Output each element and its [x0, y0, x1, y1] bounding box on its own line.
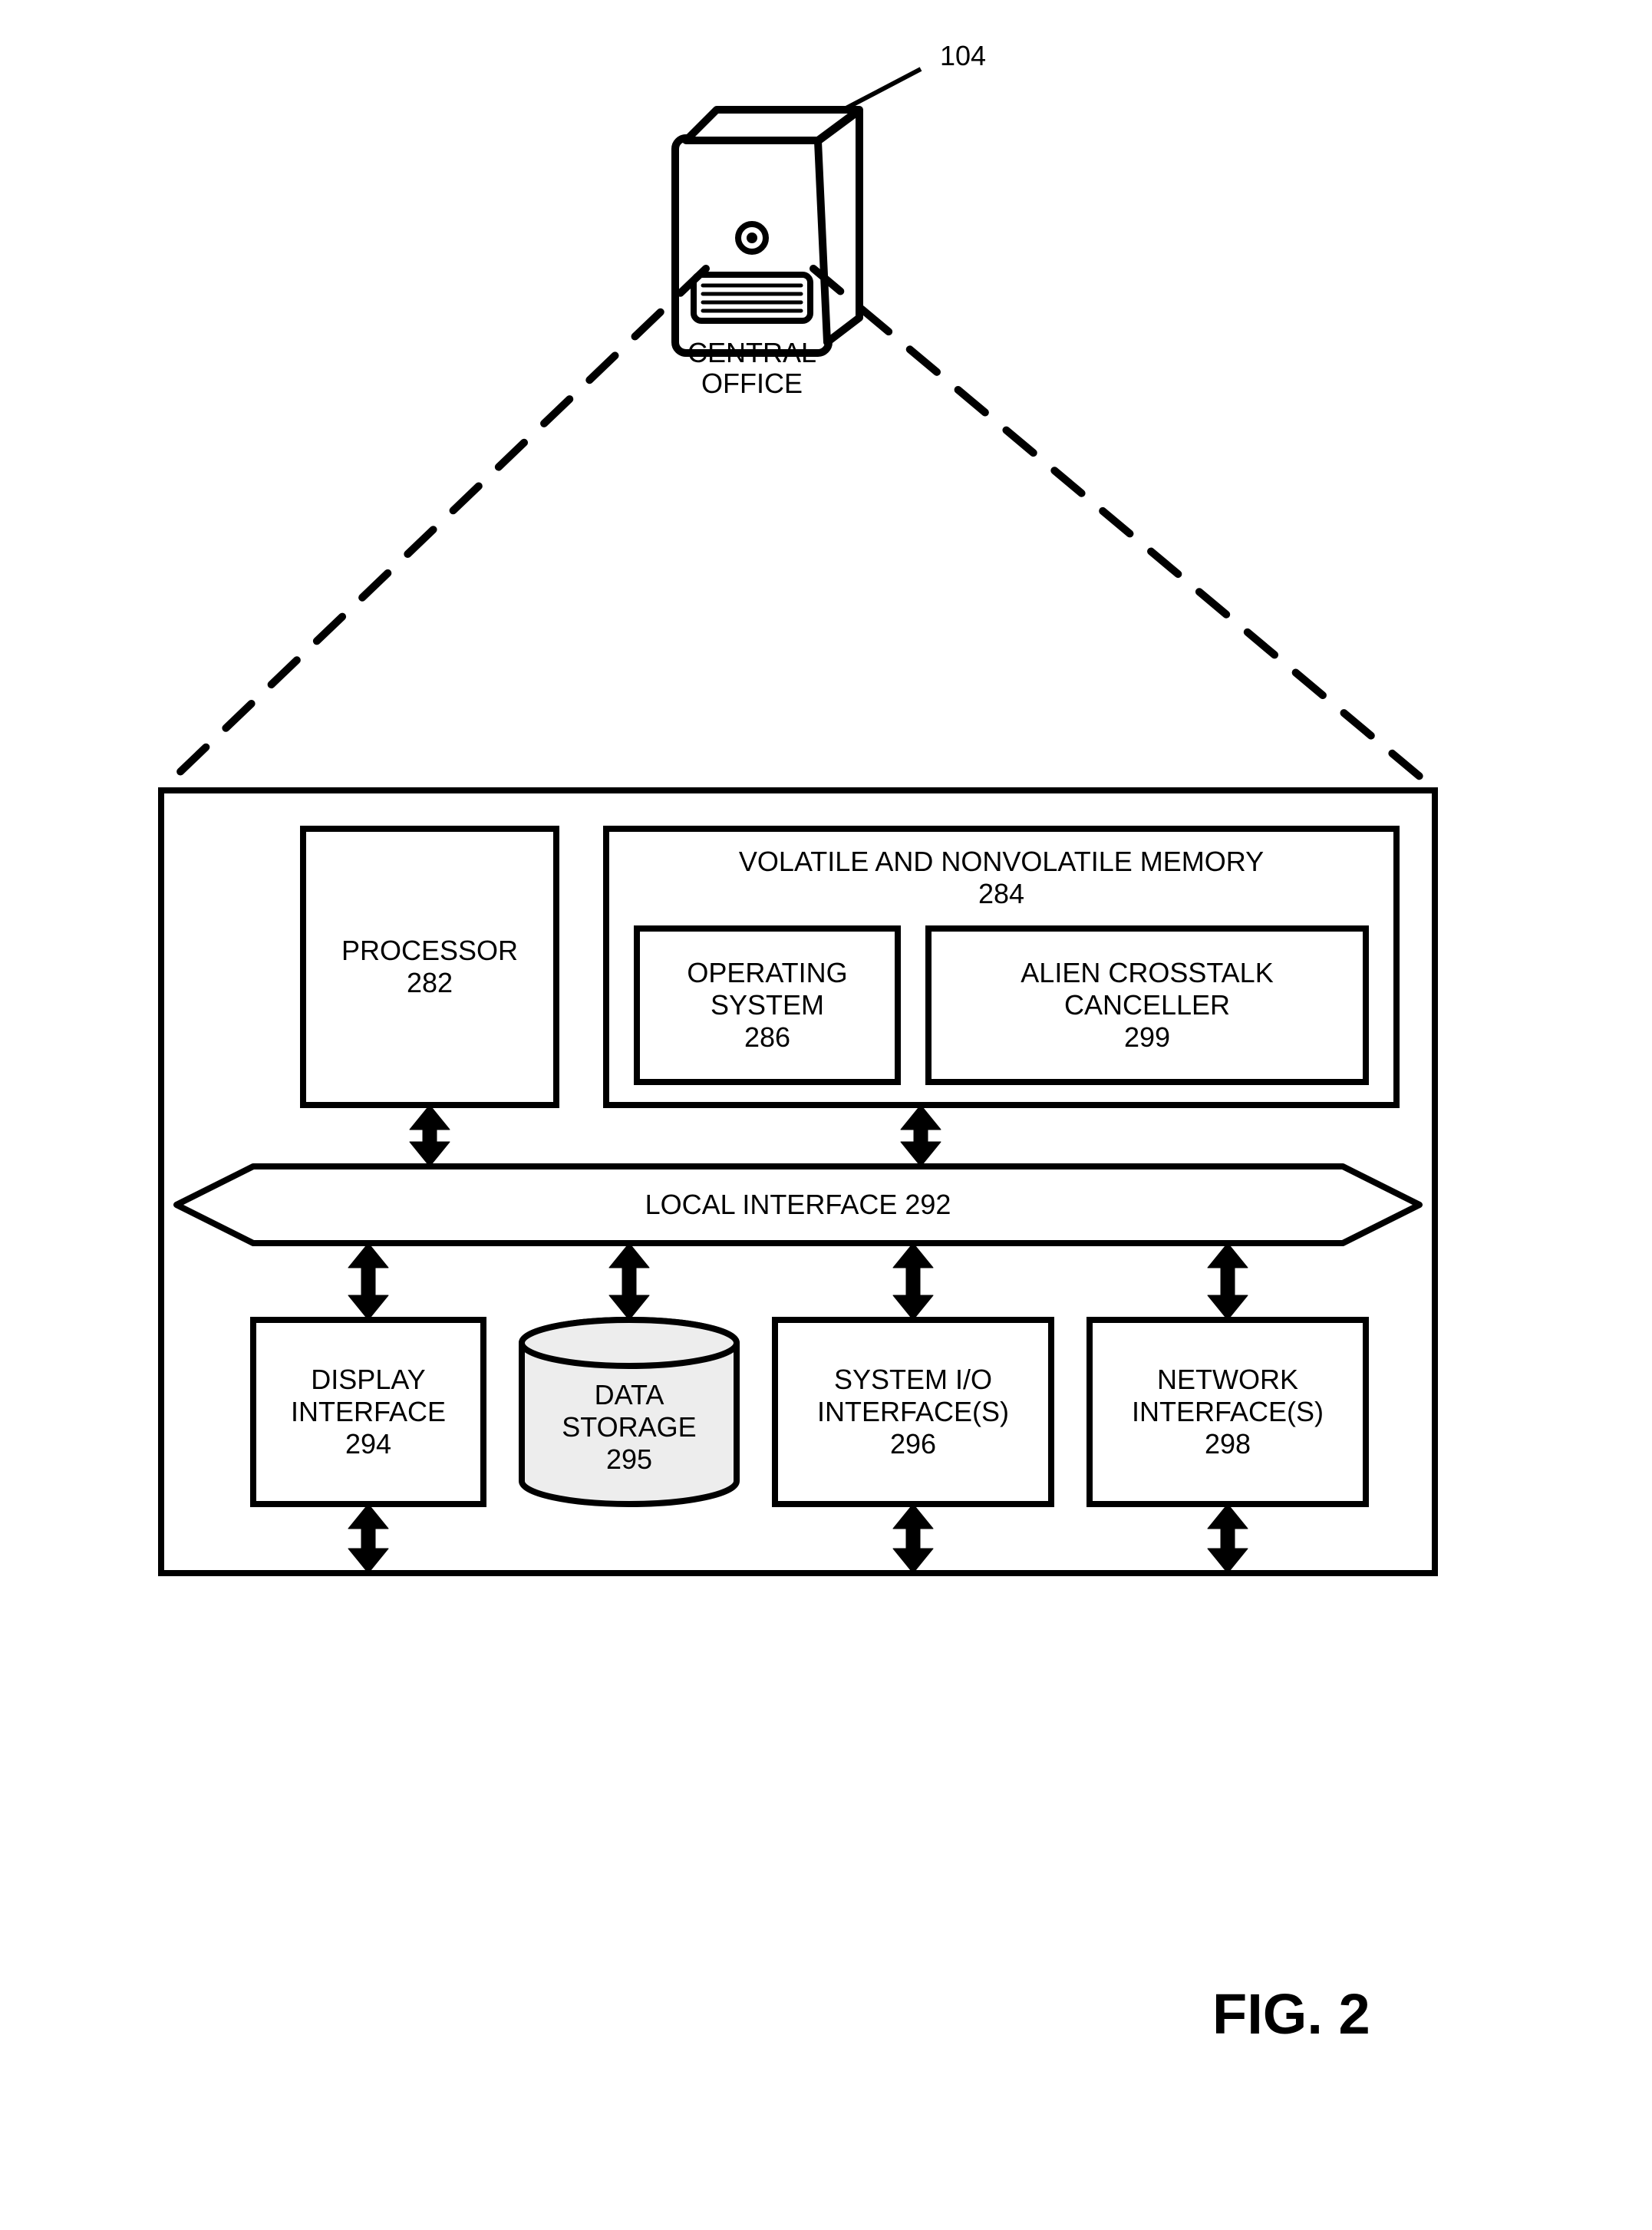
svg-text:PROCESSOR: PROCESSOR — [341, 935, 518, 966]
svg-text:NETWORK: NETWORK — [1157, 1364, 1298, 1395]
svg-text:299: 299 — [1124, 1021, 1170, 1053]
svg-text:104: 104 — [940, 40, 986, 71]
svg-text:298: 298 — [1205, 1428, 1251, 1460]
svg-text:DISPLAY: DISPLAY — [311, 1364, 425, 1395]
svg-text:STORAGE: STORAGE — [562, 1411, 696, 1443]
svg-text:DATA: DATA — [595, 1379, 664, 1410]
svg-text:OPERATING: OPERATING — [687, 957, 847, 988]
svg-text:SYSTEM I/O: SYSTEM I/O — [834, 1364, 992, 1395]
svg-text:OFFICE: OFFICE — [701, 368, 803, 399]
svg-text:CENTRAL: CENTRAL — [688, 337, 816, 368]
svg-text:294: 294 — [345, 1428, 391, 1460]
svg-text:INTERFACE(S): INTERFACE(S) — [1132, 1396, 1324, 1427]
svg-text:295: 295 — [606, 1443, 652, 1475]
svg-text:VOLATILE AND NONVOLATILE MEMOR: VOLATILE AND NONVOLATILE MEMORY — [739, 846, 1264, 877]
svg-text:286: 286 — [744, 1021, 790, 1053]
svg-text:284: 284 — [978, 878, 1024, 909]
svg-text:ALIEN CROSSTALK: ALIEN CROSSTALK — [1021, 957, 1273, 988]
svg-text:CANCELLER: CANCELLER — [1064, 989, 1230, 1021]
svg-text:INTERFACE(S): INTERFACE(S) — [817, 1396, 1009, 1427]
svg-text:282: 282 — [407, 967, 453, 998]
svg-text:INTERFACE: INTERFACE — [291, 1396, 446, 1427]
svg-text:FIG. 2: FIG. 2 — [1212, 1982, 1370, 2046]
svg-text:LOCAL INTERFACE 292: LOCAL INTERFACE 292 — [645, 1189, 951, 1220]
svg-text:296: 296 — [890, 1428, 936, 1460]
svg-text:SYSTEM: SYSTEM — [711, 989, 824, 1021]
